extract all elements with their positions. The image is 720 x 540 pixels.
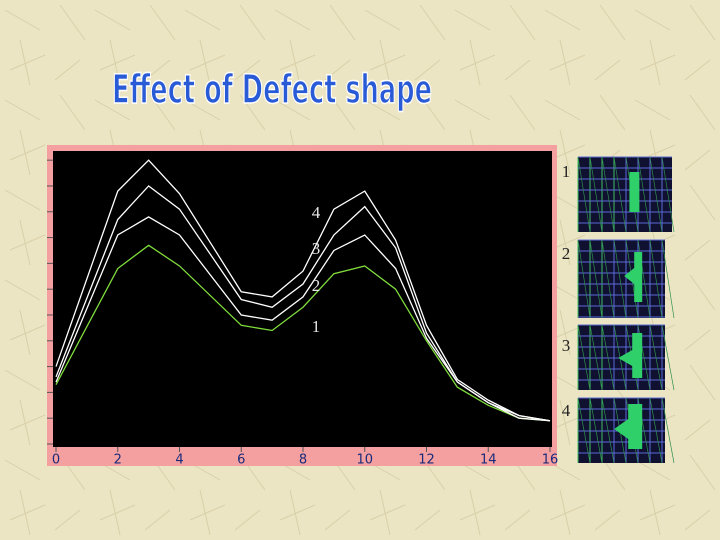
x-tick-label: 10 (356, 453, 373, 468)
thumb-diag (577, 397, 591, 464)
thumb-diag (601, 156, 615, 233)
thumb-diag (637, 156, 651, 233)
thumb-diag (601, 397, 615, 464)
thumb-diag (613, 156, 627, 233)
thumb-diag (577, 156, 591, 233)
x-tick-label: 8 (299, 453, 307, 468)
defect-label: 1 (562, 162, 571, 181)
thumb-diag (661, 397, 675, 464)
thumb-diag (589, 156, 603, 233)
thumb-diag (601, 324, 615, 391)
x-tick-label: 12 (418, 453, 435, 468)
thumb-diag (649, 239, 663, 319)
x-tick-label: 2 (114, 453, 122, 468)
thumb-diag (649, 397, 663, 464)
x-tick-label: 16 (542, 453, 559, 468)
series-line (55, 185, 551, 422)
thumb-diag (661, 156, 675, 233)
slide-title: Effect of Defect shape (112, 67, 432, 113)
x-tick-label: 0 (52, 453, 60, 468)
thumb-diag (589, 397, 603, 464)
thumb-diag (661, 239, 675, 319)
defect-shape (614, 404, 643, 449)
defect-shape (629, 172, 640, 212)
defect-shape (618, 333, 643, 378)
x-tick-label: 6 (237, 453, 245, 468)
series-label: 1 (312, 317, 321, 336)
thumb-diag (577, 324, 591, 391)
thumb-diag (661, 324, 675, 391)
thumb-diag (613, 239, 627, 319)
defect-label: 3 (562, 336, 571, 355)
thumb-diag (589, 239, 603, 319)
thumb-diag (589, 324, 603, 391)
x-tick-label: 4 (175, 453, 183, 468)
defect-label: 2 (562, 244, 571, 263)
series-label: 3 (312, 239, 321, 258)
thumb-diag (649, 324, 663, 391)
x-tick-label: 14 (480, 453, 497, 468)
thumb-diag (577, 239, 591, 319)
series-line (55, 159, 551, 422)
defect-label: 4 (562, 401, 571, 420)
defect-thumbnails: 1 2 3 4 (562, 156, 675, 464)
series-label: 2 (312, 276, 321, 295)
plot-area (53, 151, 552, 447)
thumb-diag (601, 239, 615, 319)
series-label: 4 (312, 203, 321, 222)
defect-shape (624, 252, 643, 302)
series-line (55, 244, 551, 422)
thumb-diag (649, 156, 663, 233)
